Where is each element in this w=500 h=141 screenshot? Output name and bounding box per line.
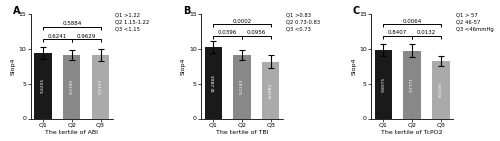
Bar <box>92 55 109 118</box>
Text: 0.5884: 0.5884 <box>62 21 82 26</box>
X-axis label: The tertile of TcPO2: The tertile of TcPO2 <box>382 130 443 136</box>
Text: 0.0956: 0.0956 <box>246 30 266 35</box>
X-axis label: The tertile of TBI: The tertile of TBI <box>216 130 268 136</box>
Text: 9.8975: 9.8975 <box>382 76 386 92</box>
Text: 10.2884: 10.2884 <box>211 74 215 92</box>
Text: A: A <box>12 6 20 16</box>
Text: 9.1137: 9.1137 <box>98 79 102 94</box>
Text: B: B <box>182 6 190 16</box>
Text: 8.3100: 8.3100 <box>439 82 443 97</box>
Bar <box>34 53 51 118</box>
Text: 0.0396: 0.0396 <box>218 30 237 35</box>
Bar <box>404 50 421 118</box>
Text: 9.1390: 9.1390 <box>70 79 74 94</box>
Text: C: C <box>353 6 360 16</box>
Text: 9.7771: 9.7771 <box>410 77 414 92</box>
Y-axis label: Slop4: Slop4 <box>181 58 186 75</box>
Bar <box>262 62 280 118</box>
Bar <box>63 55 80 118</box>
Y-axis label: Slop4: Slop4 <box>11 58 16 75</box>
Bar <box>234 55 250 118</box>
Text: 9.4205: 9.4205 <box>41 78 45 93</box>
Text: 8.1882: 8.1882 <box>268 82 272 98</box>
Text: 0.8407: 0.8407 <box>388 30 407 35</box>
Bar <box>432 61 450 118</box>
Y-axis label: Slop4: Slop4 <box>352 58 356 75</box>
Text: 0.0002: 0.0002 <box>232 19 252 24</box>
Text: 0.9629: 0.9629 <box>76 34 96 39</box>
Bar <box>374 50 392 118</box>
X-axis label: The tertile of ABI: The tertile of ABI <box>46 130 98 136</box>
Text: 0.0064: 0.0064 <box>402 19 421 24</box>
Text: 9.1243: 9.1243 <box>240 79 244 94</box>
Text: 0.0132: 0.0132 <box>417 30 436 35</box>
Bar <box>204 47 222 118</box>
Text: Q1 > 57
Q2 46-57
Q3 <46mmHg: Q1 > 57 Q2 46-57 Q3 <46mmHg <box>456 12 494 32</box>
Text: Q1 >0.83
Q2 0.73-0.83
Q3 <0.73: Q1 >0.83 Q2 0.73-0.83 Q3 <0.73 <box>286 12 320 32</box>
Text: Q1 >1.22
Q2 1.15-1.22
Q3 <1.15: Q1 >1.22 Q2 1.15-1.22 Q3 <1.15 <box>116 12 150 32</box>
Text: 0.6241: 0.6241 <box>48 34 67 39</box>
